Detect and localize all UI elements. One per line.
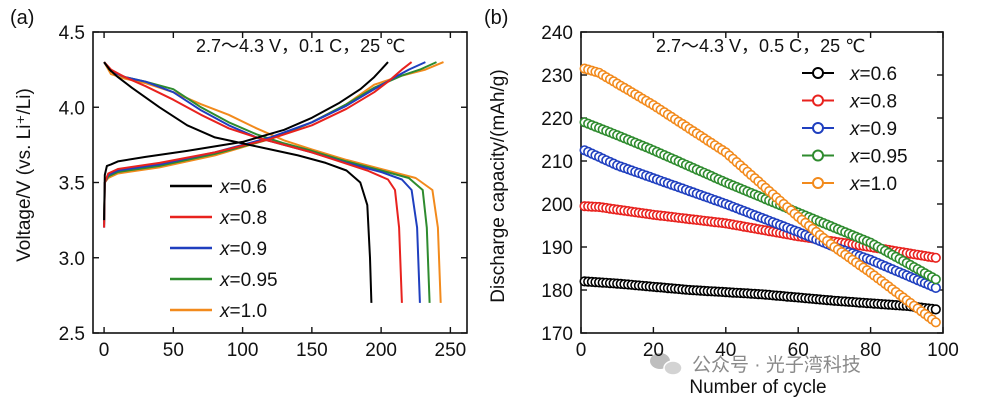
y-tick-label: 230 [541, 66, 573, 87]
y-tick-label: 240 [541, 23, 573, 44]
legend-label: x=0.9 [219, 239, 267, 260]
legend-a: x=0.6 x=0.8 x=0.9 x=0.95 x=1.0 [170, 177, 278, 322]
data-point [930, 274, 941, 285]
y-tick-label: 4.0 [59, 98, 85, 119]
data-point [930, 304, 941, 315]
panel-label-b: (b) [484, 7, 508, 29]
x-tick-label: 250 [435, 340, 467, 361]
legend-label: x=0.6 [219, 177, 267, 198]
legend-label: x=0.95 [849, 147, 908, 168]
legend-label: x=0.8 [849, 92, 897, 113]
data-point [930, 317, 941, 328]
y-axis-label-a: Voltage/V (vs. Li⁺/Li) [14, 88, 35, 262]
series-x09-markers [579, 145, 941, 294]
y-tick-label: 2.5 [59, 324, 85, 345]
x-tick-label: 150 [296, 340, 328, 361]
legend-swatch-marker [812, 149, 824, 162]
series-x09-charge-line [103, 61, 426, 228]
x-tick-label: 20 [643, 340, 664, 361]
series-x06-discharge-line [103, 61, 373, 303]
legend-label: x=1.0 [219, 301, 267, 322]
panel-b-capacity-chart: (b) 2.7～4.3 V，0.5 C，25 ℃ Discharge capac… [484, 0, 996, 403]
panel-label-a: (a) [10, 7, 34, 29]
watermark-text: 公众号 · 光子湾科技 [692, 354, 861, 376]
y-tick-label: 190 [541, 238, 573, 259]
y-tick-label: 4.5 [59, 23, 85, 44]
capacity-chart-svg: (b) 2.7～4.3 V，0.5 C，25 ℃ Discharge capac… [484, 7, 959, 398]
panel-a-voltage-chart: (a) 2.7～4.3 V，0.1 C，25 ℃ Voltage/V (vs. … [0, 0, 480, 403]
condition-label-a: 2.7～4.3 V，0.1 C，25 ℃ [196, 36, 405, 56]
series-x08-charge-line [103, 61, 413, 228]
x-axis-label-b: Number of cycle [689, 377, 826, 398]
data-point [930, 282, 941, 294]
legend-b: x=0.6 x=0.8 x=0.9 x=0.95 x=1.0 [802, 64, 908, 195]
voltage-chart-svg: (a) 2.7～4.3 V，0.1 C，25 ℃ Voltage/V (vs. … [10, 7, 468, 361]
legend-swatch-marker [812, 177, 824, 189]
y-tick-label: 200 [541, 195, 573, 216]
y-tick-label: 3.0 [59, 249, 85, 270]
series-x06-markers [579, 276, 941, 315]
legend-label: x=0.6 [849, 64, 897, 85]
series-x06-charge-line [103, 61, 389, 221]
y-tick-label: 180 [541, 281, 573, 302]
y-tick-label: 220 [541, 109, 573, 130]
legend-swatch-marker [812, 94, 824, 107]
x-tick-label: 80 [860, 340, 881, 361]
y-axis-label-b: Discharge capacity/(mAh/g) [488, 69, 509, 302]
x-tick-label: 50 [163, 340, 184, 361]
condition-label-b: 2.7～4.3 V，0.5 C，25 ℃ [656, 36, 865, 56]
series-x08-discharge-line [103, 61, 403, 303]
x-tick-label: 100 [927, 340, 959, 361]
series-x10-markers [579, 63, 941, 328]
x-tick-label: 100 [227, 340, 259, 361]
data-point [930, 252, 941, 263]
x-tick-label: 0 [99, 340, 110, 361]
x-tick-label: 0 [576, 340, 587, 361]
plot-frame [92, 31, 468, 334]
legend-label: x=0.8 [219, 208, 267, 229]
series-x095-markers [579, 117, 941, 285]
legend-label: x=0.9 [849, 119, 897, 140]
y-tick-label: 170 [541, 324, 573, 345]
x-tick-label: 200 [365, 340, 397, 361]
legend-label: x=1.0 [849, 174, 897, 195]
legend-swatch-marker [812, 67, 824, 79]
wechat-icon [650, 353, 683, 376]
plot-frame [580, 31, 944, 334]
x-tick-label: 60 [788, 340, 809, 361]
legend-swatch-marker [812, 122, 824, 134]
legend-label: x=0.95 [219, 270, 278, 291]
x-tick-label: 40 [715, 340, 736, 361]
y-tick-label: 3.5 [59, 174, 85, 195]
y-tick-label: 210 [541, 152, 573, 173]
